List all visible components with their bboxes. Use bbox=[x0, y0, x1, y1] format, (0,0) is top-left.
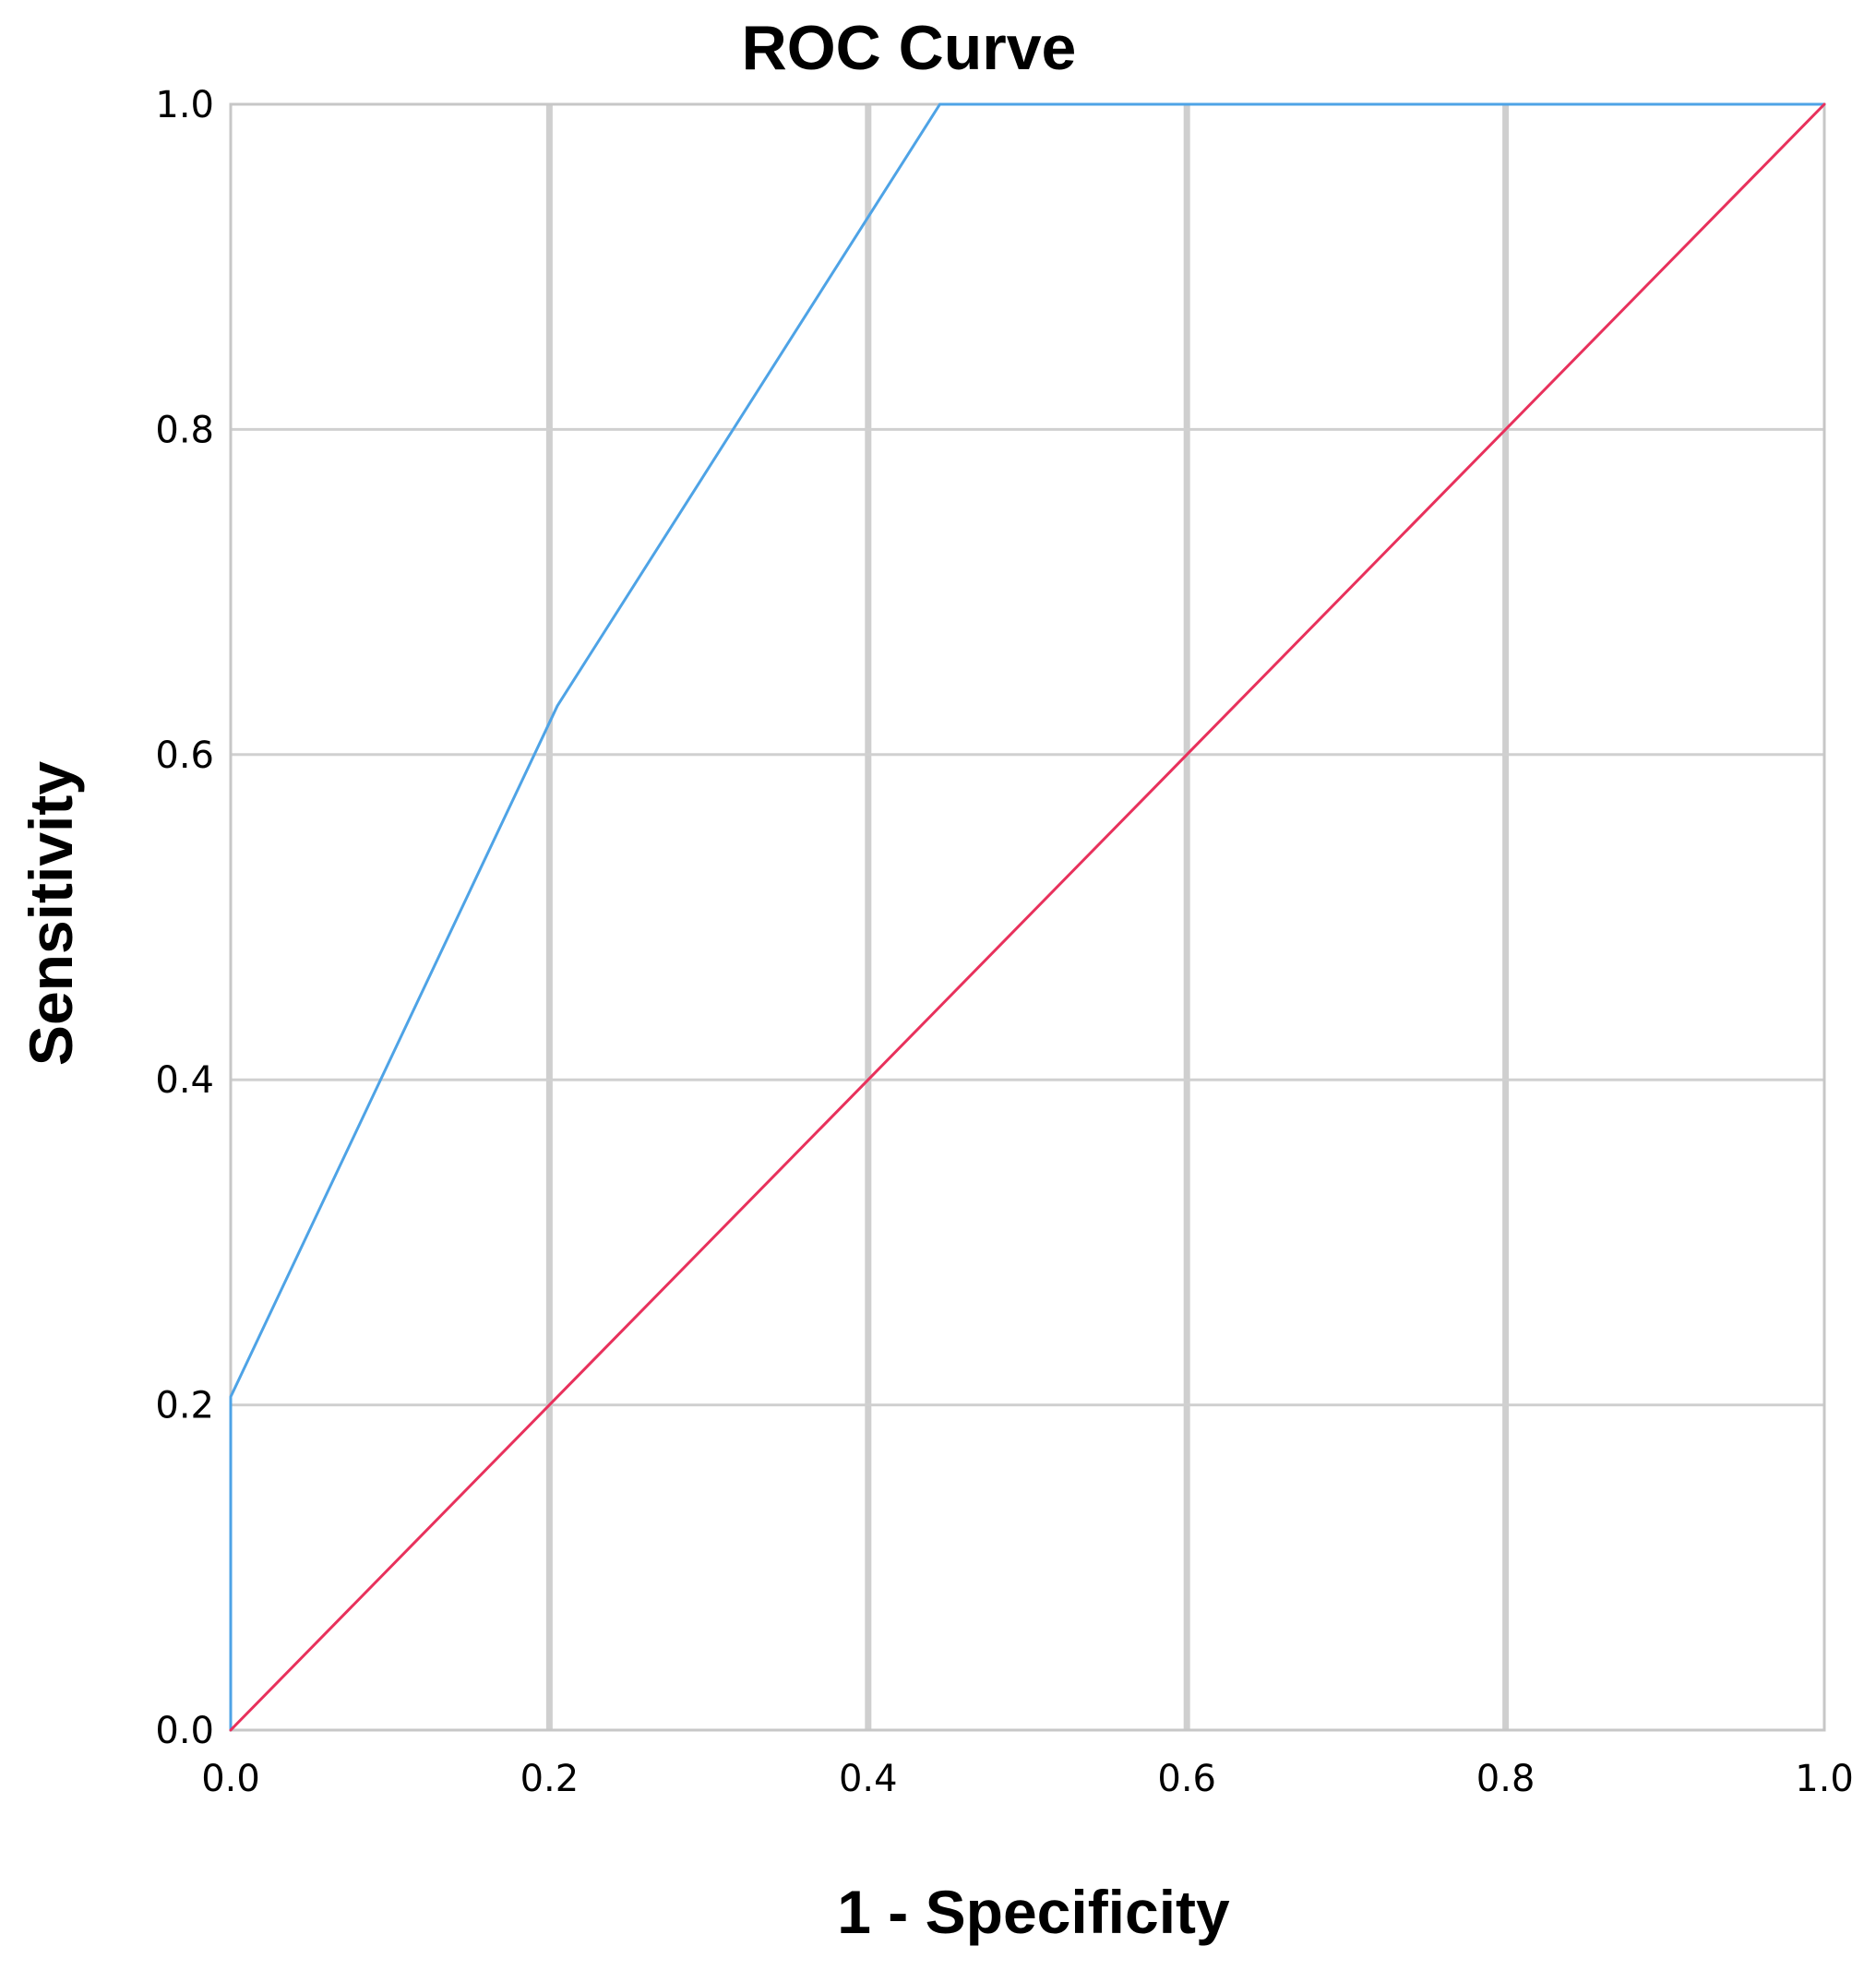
y-axis-label: Sensitivity bbox=[17, 761, 85, 1066]
y-tick-label: 0.4 bbox=[155, 1059, 214, 1102]
chart-title: ROC Curve bbox=[742, 13, 1077, 83]
x-axis-ticks: 0.0 0.2 0.4 0.6 0.8 1.0 bbox=[201, 1758, 1854, 1800]
x-tick-label: 1.0 bbox=[1795, 1758, 1854, 1800]
y-tick-label: 1.0 bbox=[155, 84, 214, 126]
x-tick-label: 0.8 bbox=[1476, 1758, 1535, 1800]
series-layer bbox=[229, 102, 1826, 1732]
y-axis-ticks: 0.0 0.2 0.4 0.6 0.8 1.0 bbox=[155, 84, 214, 1752]
x-tick-label: 0.0 bbox=[201, 1758, 260, 1800]
y-tick-label: 0.2 bbox=[155, 1385, 214, 1427]
y-tick-label: 0.8 bbox=[155, 409, 214, 451]
x-tick-label: 0.4 bbox=[839, 1758, 898, 1800]
roc-curve-line bbox=[229, 102, 1826, 1732]
y-tick-label: 0.0 bbox=[155, 1710, 214, 1752]
reference-diagonal-line bbox=[229, 102, 1826, 1732]
y-tick-label: 0.6 bbox=[155, 734, 214, 777]
grid-lines bbox=[231, 104, 1824, 1730]
x-tick-label: 0.2 bbox=[520, 1758, 580, 1800]
x-axis-label: 1 - Specificity bbox=[837, 1878, 1230, 1946]
x-tick-label: 0.6 bbox=[1157, 1758, 1216, 1800]
